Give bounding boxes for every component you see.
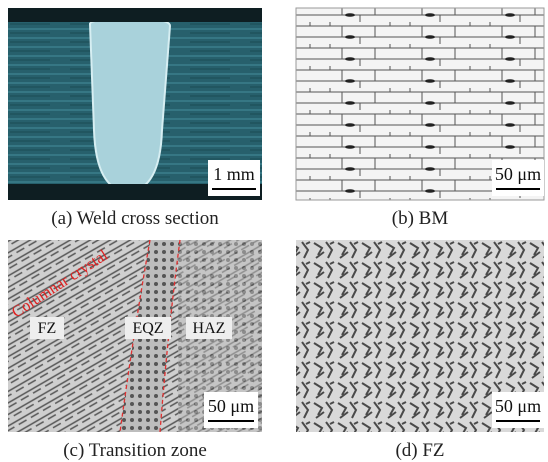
caption: (d) FZ [395,440,444,461]
scale-label: 50 μm [208,396,254,416]
caption: (b) BM [392,208,449,229]
label-fz: FZ [38,320,57,337]
top-edge [8,8,262,22]
label-eqz: EQZ [132,320,163,337]
caption: (c) Transition zone [63,440,207,461]
scale-label: 50 μm [495,396,541,416]
panel-c: Columnar crystal FZ EQZ HAZ 50 μm (c) Tr… [8,240,262,461]
figure: 1 mm (a) Weld cross section 50 μm (b) BM… [0,0,548,462]
label-haz: HAZ [193,320,226,337]
caption: (a) Weld cross section [51,208,219,229]
scale-label: 1 mm [213,164,255,184]
panel-a: 1 mm (a) Weld cross section [8,8,262,229]
panel-b: 50 μm (b) BM [296,8,544,229]
scale-label: 50 μm [495,164,541,184]
panel-d: 50 μm (d) FZ [296,240,544,461]
